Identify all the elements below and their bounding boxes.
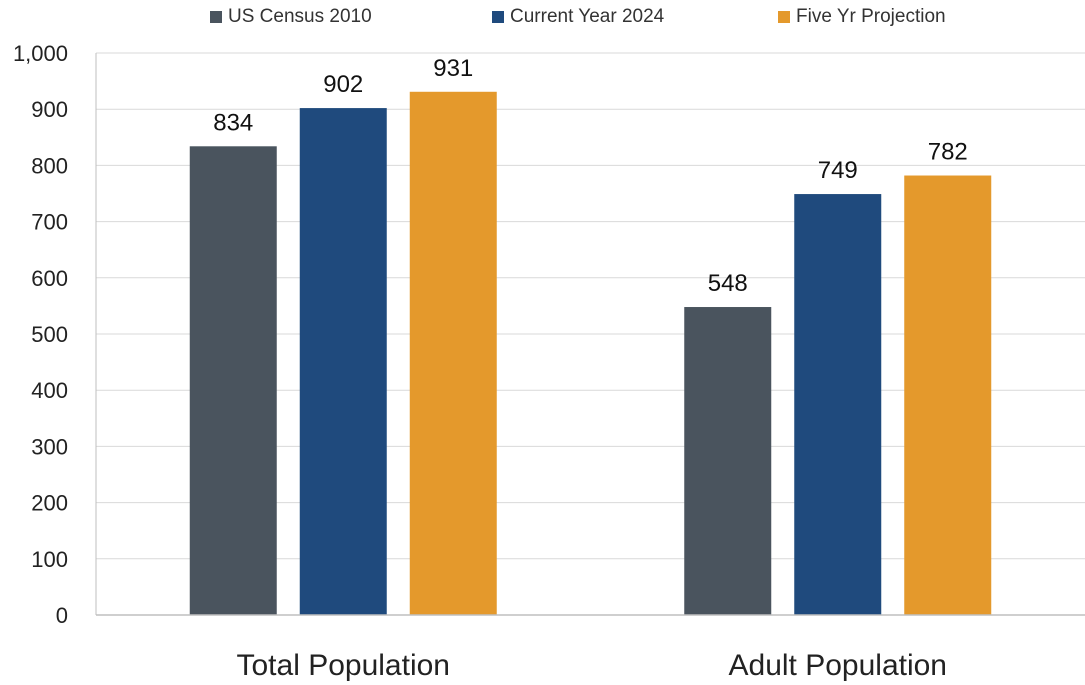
bar [299,108,387,616]
y-tick-label: 400 [31,378,68,403]
y-tick-label: 800 [31,153,68,178]
y-tick-label: 300 [31,434,68,459]
y-tick-label: 600 [31,266,68,291]
legend-item-five-yr-projection: Five Yr Projection [778,6,946,28]
y-tick-label: 1,000 [13,41,68,66]
data-label: 902 [323,71,363,98]
data-label: 931 [433,55,473,82]
chart-legend: US Census 2010 Current Year 2024 Five Yr… [0,6,1085,32]
data-label: 782 [928,139,968,166]
x-category-label: Adult Population [729,649,948,682]
y-tick-label: 0 [56,603,68,628]
y-tick-label: 200 [31,491,68,516]
legend-swatch-us-census-2010 [210,11,222,23]
legend-item-us-census-2010: US Census 2010 [210,6,372,28]
y-tick-label: 900 [31,97,68,122]
y-tick-label: 500 [31,322,68,347]
data-label: 548 [708,270,748,297]
legend-label-five-yr-projection: Five Yr Projection [796,6,946,27]
bar [684,307,772,615]
y-axis: 0 100 200 300 400 500 600 700 800 900 1,000 [13,41,97,628]
bars [189,91,992,616]
bar [189,146,277,616]
data-label: 834 [213,109,253,136]
x-axis: Total Population Adult Population [96,614,1085,682]
legend-label-us-census-2010: US Census 2010 [228,6,372,27]
legend-label-current-year-2024: Current Year 2024 [510,6,665,27]
x-category-label: Total Population [237,649,451,682]
bar [904,175,992,616]
data-label: 749 [818,157,858,184]
bar [794,194,882,615]
bar [409,91,497,615]
y-tick-label: 700 [31,210,68,235]
legend-item-current-year-2024: Current Year 2024 [492,6,664,28]
legend-swatch-five-yr-projection [778,11,790,23]
y-tick-label: 100 [31,547,68,572]
legend-swatch-current-year-2024 [492,11,504,23]
data-labels: 834 902 931 548 749 782 [213,55,968,297]
